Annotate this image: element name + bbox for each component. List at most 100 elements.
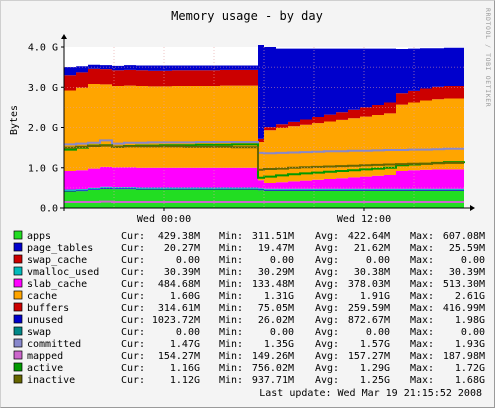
legend-avg-label: Avg: — [315, 315, 339, 326]
legend-cur-label: Cur: — [121, 327, 145, 338]
legend-max-label: Max: — [410, 339, 434, 350]
legend-max-label: Max: — [410, 363, 434, 374]
legend-max-value: 25.59M — [449, 243, 485, 254]
legend-swatch — [13, 350, 23, 360]
grid-lines — [64, 47, 464, 208]
legend-min-label: Min: — [219, 255, 243, 266]
legend-cur-label: Cur: — [121, 279, 145, 290]
legend-max-value: 2.61G — [455, 291, 485, 302]
legend-avg-value: 1.91G — [360, 291, 390, 302]
legend-avg-label: Avg: — [315, 303, 339, 314]
legend-row-unused: unused Cur: 1023.72M Min: 26.02M Avg: 872.67M M… — [13, 314, 485, 326]
legend-row-apps: apps Cur: 429.38M Min: 311.51M Avg: 422.64M Max… — [13, 230, 485, 242]
legend-avg-label: Avg: — [315, 267, 339, 278]
legend-avg-label: Avg: — [315, 291, 339, 302]
legend-max-label: Max: — [410, 243, 434, 254]
area-slab-cache — [64, 166, 464, 190]
legend-row-committed: committed Cur: 1.47G Min: 1.35G Avg: 1.57G Max:… — [13, 338, 485, 350]
line-inactive — [64, 144, 464, 171]
legend-cur-label: Cur: — [121, 339, 145, 350]
y-tick-label: 1.0 G — [28, 163, 58, 174]
legend-min-label: Min: — [219, 291, 243, 302]
legend-row-inactive: inactive Cur: 1.12G Min: 937.71M Avg: 1.25G Max… — [13, 374, 485, 386]
legend-swatch — [13, 374, 23, 384]
legend-cur-value: 1023.72M — [152, 315, 200, 326]
y-tick-label: 2.0 G — [28, 123, 58, 134]
y-axis-label: Bytes — [9, 105, 20, 135]
legend-cur-label: Cur: — [121, 255, 145, 266]
legend-cur-label: Cur: — [121, 303, 145, 314]
legend-name: committed — [27, 339, 81, 350]
legend-avg-value: 1.29G — [360, 363, 390, 374]
legend-max-label: Max: — [410, 267, 434, 278]
legend-cur-label: Cur: — [121, 375, 145, 386]
legend-min-label: Min: — [219, 267, 243, 278]
legend-name: buffers — [27, 303, 69, 314]
legend-row-swap-cache: swap_cache Cur: 0.00 Min: 0.00 Avg: 0.00 Max: 0.… — [13, 254, 485, 266]
legend-min-value: 1.31G — [264, 291, 294, 302]
legend-max-label: Max: — [410, 231, 434, 242]
legend-avg-value: 21.62M — [354, 243, 390, 254]
legend-avg-value: 30.38M — [354, 267, 390, 278]
legend-max-label: Max: — [410, 315, 434, 326]
legend-name: swap — [27, 327, 51, 338]
legend-min-label: Min: — [219, 303, 243, 314]
legend-max-value: 30.39M — [449, 267, 485, 278]
legend-name: cache — [27, 291, 57, 302]
legend-cur-label: Cur: — [121, 363, 145, 374]
x-tick-labels: Wed 00:00 Wed 12:00 — [137, 208, 391, 225]
legend-max-label: Max: — [410, 255, 434, 266]
legend-avg-label: Avg: — [315, 255, 339, 266]
legend-cur-value: 1.12G — [170, 375, 200, 386]
legend-cur-value: 314.61M — [158, 303, 200, 314]
legend-min-value: 937.71M — [252, 375, 294, 386]
legend-row-mapped: mapped Cur: 154.27M Min: 149.26M Avg: 157.27M M… — [13, 350, 485, 362]
legend-swatch — [13, 326, 23, 336]
legend-min-value: 149.26M — [252, 351, 294, 362]
x-axis-arrow — [470, 205, 475, 211]
legend-max-value: 1.93G — [455, 339, 485, 350]
legend-swatch — [13, 290, 23, 300]
x-tick-label: Wed 00:00 — [137, 214, 191, 225]
legend-max-label: Max: — [410, 279, 434, 290]
legend-min-value: 0.00 — [270, 327, 294, 338]
legend-avg-value: 157.27M — [348, 351, 390, 362]
legend-max-label: Max: — [410, 375, 434, 386]
legend: apps Cur: 429.38M Min: 311.51M Avg: 422.64M Max… — [13, 230, 485, 386]
legend-cur-value: 0.00 — [176, 327, 200, 338]
legend-min-label: Min: — [219, 243, 243, 254]
legend-min-value: 0.00 — [270, 255, 294, 266]
rrdtool-side-label: RRDTOOL / TOBI OETIKER — [484, 8, 492, 107]
legend-avg-value: 872.67M — [348, 315, 390, 326]
legend-min-value: 26.02M — [258, 315, 294, 326]
legend-min-value: 75.05M — [258, 303, 294, 314]
legend-max-value: 1.98G — [455, 315, 485, 326]
legend-min-label: Min: — [219, 351, 243, 362]
legend-swatch — [13, 362, 23, 372]
legend-avg-label: Avg: — [315, 231, 339, 242]
legend-max-value: 513.30M — [443, 279, 485, 290]
legend-name: mapped — [27, 351, 63, 362]
legend-avg-label: Avg: — [315, 327, 339, 338]
legend-avg-label: Avg: — [315, 375, 339, 386]
legend-name: active — [27, 363, 63, 374]
legend-min-label: Min: — [219, 363, 243, 374]
legend-avg-value: 1.25G — [360, 375, 390, 386]
legend-avg-label: Avg: — [315, 279, 339, 290]
legend-cur-value: 484.68M — [158, 279, 200, 290]
legend-avg-label: Avg: — [315, 339, 339, 350]
legend-name: apps — [27, 231, 51, 242]
legend-swatch — [13, 314, 23, 324]
legend-min-label: Min: — [219, 339, 243, 350]
legend-cur-label: Cur: — [121, 231, 145, 242]
legend-min-label: Min: — [219, 231, 243, 242]
legend-avg-value: 259.59M — [348, 303, 390, 314]
legend-swatch — [13, 302, 23, 312]
legend-avg-label: Avg: — [315, 363, 339, 374]
legend-min-label: Min: — [219, 315, 243, 326]
legend-row-swap: swap Cur: 0.00 Min: 0.00 Avg: 0.00 Max: 0.00 — [13, 326, 485, 338]
y-tick-labels: 0.0 1.0 G 2.0 G 3.0 G 4.0 G — [28, 43, 64, 215]
legend-name: page_tables — [27, 243, 93, 254]
legend-cur-value: 154.27M — [158, 351, 200, 362]
legend-name: vmalloc_used — [27, 267, 99, 278]
